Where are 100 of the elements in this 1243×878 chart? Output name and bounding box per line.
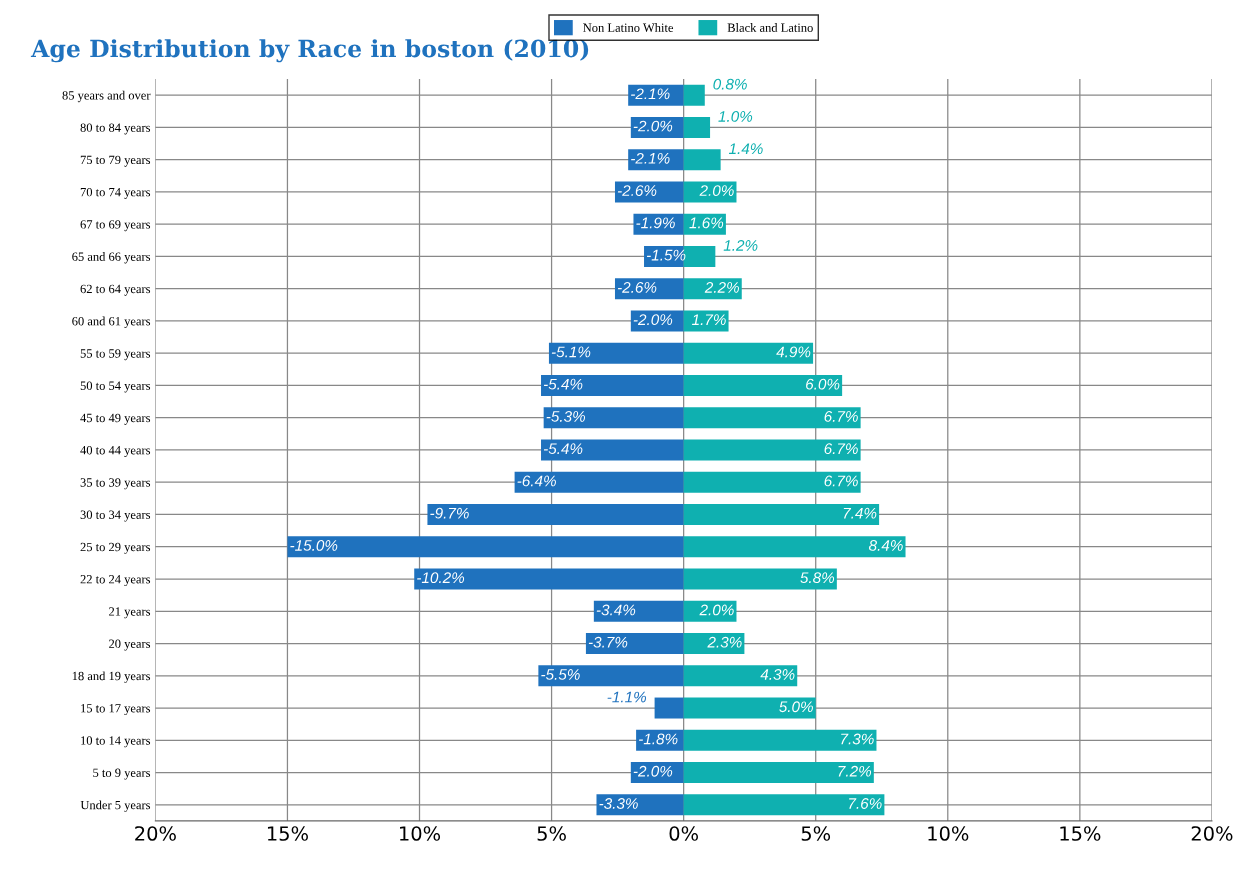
bar [683,374,843,396]
data-label: 0.8% [713,78,747,90]
data-label: 2.0% [699,185,734,197]
bar [644,245,684,267]
bar [683,794,885,816]
y-tick-label: 20 years [109,639,151,651]
data-label: 2.3% [707,636,742,648]
bar [683,568,837,590]
x-tick-label: 15% [267,826,308,841]
y-tick-label: 25 to 29 years [80,542,151,554]
bar [541,374,684,396]
data-label: -5.5% [541,669,580,680]
data-label: 1.6% [689,217,724,229]
y-tick-label: 30 to 34 years [80,510,151,522]
y-tick-label: 40 to 44 years [80,445,151,457]
data-label: 4.3% [760,669,795,680]
bar [633,213,684,235]
data-label: 5.0% [779,701,813,713]
legend-label: Non Latino White [583,23,674,32]
bar [427,504,684,525]
data-label: -9.7% [430,507,469,519]
y-tick-label: 55 to 59 years [80,349,151,361]
data-label: 6.7% [824,475,858,487]
y-tick-label: 60 and 61 years [72,316,151,328]
y-tick-label: 65 and 66 years [72,252,151,264]
bar [630,762,684,784]
data-label: 1.2% [723,240,758,251]
bar [683,310,729,332]
data-label: -1.1% [607,691,647,703]
y-tick-label: 85 years and over [62,90,151,103]
y-tick-label: 35 to 39 years [80,478,151,490]
data-label: -15.0% [290,540,338,551]
y-tick-label: 67 to 69 years [80,220,151,232]
data-label: -2.0% [633,120,673,132]
data-label: 1.0% [718,111,753,122]
data-label: -1.5% [646,249,686,261]
bar [683,665,798,687]
bar [287,536,684,558]
data-label: -2.6% [617,185,657,197]
x-tick-label: 10% [400,826,441,841]
data-label: -5.4% [543,378,583,390]
bar [683,149,721,171]
bar [614,181,684,203]
data-label: 6.7% [824,443,858,455]
x-tick-label: 5% [801,826,831,841]
y-tick-label: 70 to 74 years [80,187,151,199]
x-tick-label: 0% [669,826,698,841]
data-label: -2.1% [631,88,670,100]
bar [683,84,705,106]
bar [683,278,742,300]
bar [683,762,874,784]
data-label: -2.1% [631,152,670,164]
bar [683,471,861,493]
bar [585,633,684,654]
data-label: -3.7% [588,636,628,648]
chart-title: Age Distribution by Race in boston (2010) [30,39,589,63]
bar [683,439,861,461]
x-tick-label: 10% [928,826,969,841]
data-label: -5.1% [551,346,591,358]
y-tick-label: 22 to 24 years [80,575,151,587]
bar [614,278,684,300]
bar [548,342,684,364]
data-label: -2.0% [633,765,673,777]
y-tick-label: 5 to 9 years [93,768,151,780]
data-label: 2.2% [704,281,739,293]
bar [683,407,861,429]
y-tick-label: 45 to 49 years [80,413,151,425]
bar [636,729,684,751]
data-label: -3.4% [596,604,636,616]
data-label: -5.4% [543,443,583,455]
legend-label: Black and Latino [727,23,813,32]
bar [683,697,816,719]
bar [683,116,711,138]
y-tick-label: 18 and 19 years [72,671,151,683]
bar [593,600,684,622]
bar [630,310,684,332]
bar [683,633,745,654]
data-label: 1.7% [692,314,726,325]
data-label: -3.3% [599,798,638,809]
data-label: 2.0% [699,604,734,616]
x-tick-label: 20% [135,826,176,841]
bar [683,729,877,751]
bar [630,116,684,138]
data-label: 7.3% [841,733,874,745]
y-tick-label: 75 to 79 years [80,155,151,167]
data-label: 6.7% [824,411,858,422]
y-tick-label: 10 to 14 years [81,736,151,748]
y-tick-label: 50 to 54 years [80,381,151,393]
bar [628,149,684,171]
data-label: 6.0% [806,378,840,390]
data-label: -5.3% [546,411,586,422]
bar [541,439,684,461]
data-label: 4.9% [776,346,811,358]
x-tick-label: 5% [537,826,566,841]
y-tick-label: Under 5 years [80,800,151,812]
bar [683,536,906,558]
data-label: -1.8% [639,733,678,745]
bar [514,471,684,493]
data-label: 5.8% [800,572,835,584]
bar [596,794,684,816]
